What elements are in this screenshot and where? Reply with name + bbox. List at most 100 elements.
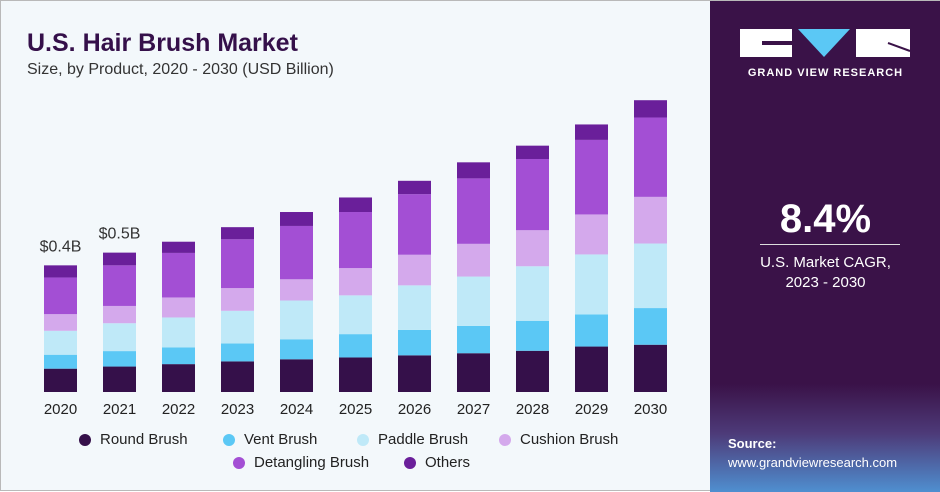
grand-view-research-logo — [740, 29, 910, 57]
bar-segment-others — [398, 180, 431, 195]
x-tick-label: 2024 — [280, 401, 313, 418]
bar-segment-paddle-brush — [516, 266, 549, 321]
bar-segment-round-brush — [575, 346, 608, 392]
data-label: $0.5B — [99, 226, 141, 243]
bar-segment-others — [575, 124, 608, 140]
bar-segment-detangling-brush — [516, 158, 549, 231]
bar-segment-detangling-brush — [575, 139, 608, 215]
bar-segment-detangling-brush — [398, 194, 431, 255]
bar-segment-paddle-brush — [44, 330, 77, 355]
bar-segment-others — [457, 162, 490, 179]
bar-segment-paddle-brush — [162, 317, 195, 348]
brand-name: GRAND VIEW RESEARCH — [747, 67, 904, 79]
bar-segment-paddle-brush — [634, 243, 667, 309]
bar-segment-round-brush — [103, 366, 136, 392]
bar-segment-paddle-brush — [103, 323, 136, 352]
bar-2030 — [634, 100, 667, 392]
legend-item: Round Brush — [79, 431, 188, 448]
bar-segment-detangling-brush — [280, 225, 313, 280]
bar-segment-detangling-brush — [457, 178, 490, 244]
bar-segment-vent-brush — [634, 308, 667, 345]
legend-label: Cushion Brush — [520, 431, 619, 448]
chart-title: U.S. Hair Brush Market — [27, 29, 298, 57]
bar-segment-cushion-brush — [339, 268, 372, 296]
bar-segment-others — [280, 212, 313, 226]
bar-segment-vent-brush — [398, 329, 431, 356]
bar-2027 — [457, 162, 490, 392]
bar-2023 — [221, 227, 254, 392]
x-tick-label: 2026 — [398, 401, 431, 418]
x-tick-label: 2028 — [516, 401, 549, 418]
bar-segment-detangling-brush — [44, 277, 77, 315]
chart-subtitle: Size, by Product, 2020 - 2030 (USD Billi… — [27, 61, 334, 78]
bar-2024 — [280, 212, 313, 392]
bar-segment-round-brush — [516, 350, 549, 392]
cagr-label-line1: U.S. Market CAGR, — [760, 254, 891, 271]
bar-segment-detangling-brush — [221, 239, 254, 289]
legend-marker — [233, 456, 245, 469]
bar-segment-paddle-brush — [457, 276, 490, 326]
bar-2026 — [398, 180, 431, 392]
bar-segment-cushion-brush — [398, 254, 431, 286]
brand-panel: GRAND VIEW RESEARCH 8.4% U.S. Market CAG… — [710, 1, 940, 492]
bar-segment-vent-brush — [575, 314, 608, 347]
bar-2022 — [162, 241, 195, 392]
bar-segment-round-brush — [634, 344, 667, 392]
bar-segment-round-brush — [339, 357, 372, 392]
bar-segment-paddle-brush — [398, 285, 431, 330]
legend-marker — [357, 433, 369, 446]
x-tick-label: 2022 — [162, 401, 195, 418]
bar-segment-cushion-brush — [221, 288, 254, 311]
legend-marker — [223, 433, 235, 446]
bar-segment-detangling-brush — [162, 252, 195, 298]
bar-segment-cushion-brush — [575, 214, 608, 255]
bar-segment-cushion-brush — [162, 297, 195, 318]
legend-label: Others — [425, 454, 471, 471]
bar-segment-paddle-brush — [280, 300, 313, 340]
bar-segment-cushion-brush — [44, 314, 77, 331]
cagr-label: U.S. Market CAGR, 2023 - 2030 — [710, 253, 940, 293]
divider — [760, 244, 900, 245]
bar-segment-others — [162, 241, 195, 253]
legend-marker — [404, 456, 416, 469]
bar-segment-detangling-brush — [103, 265, 136, 306]
stacked-bar-chart: 2020 $0.4B 2021 $0.5B 2022 2023 2024 2025 2026 20… — [40, 100, 667, 418]
x-tick-label: 2030 — [634, 401, 667, 418]
bar-2021 — [103, 252, 136, 392]
bar-segment-vent-brush — [221, 343, 254, 362]
bar-segment-cushion-brush — [457, 243, 490, 277]
bar-segment-vent-brush — [280, 339, 313, 360]
cagr-label-line2: 2023 - 2030 — [785, 274, 866, 291]
bar-segment-round-brush — [221, 361, 254, 392]
x-tick-label: 2027 — [457, 401, 490, 418]
legend-item: Paddle Brush — [357, 431, 468, 448]
legend-item: Detangling Brush — [233, 454, 369, 471]
legend-marker — [79, 433, 91, 446]
bar-segment-vent-brush — [162, 347, 195, 365]
legend-marker — [499, 433, 511, 446]
bar-segment-others — [221, 227, 254, 240]
data-label: $0.4B — [40, 238, 82, 255]
legend-item: Others — [404, 454, 470, 471]
legend-label: Detangling Brush — [254, 454, 370, 471]
bar-2020 — [44, 265, 77, 392]
bar-segment-paddle-brush — [221, 310, 254, 344]
source-url[interactable]: www.grandviewresearch.com — [728, 455, 898, 470]
legend-item: Vent Brush — [223, 431, 317, 448]
bar-segment-cushion-brush — [634, 196, 667, 244]
bar-segment-cushion-brush — [516, 230, 549, 267]
bar-segment-others — [516, 145, 549, 159]
bar-segment-paddle-brush — [339, 295, 372, 335]
bar-segment-vent-brush — [103, 351, 136, 367]
bar-segment-round-brush — [44, 368, 77, 392]
bar-segment-others — [634, 100, 667, 118]
bar-2029 — [575, 124, 608, 392]
bar-2025 — [339, 197, 372, 392]
bar-segment-vent-brush — [457, 325, 490, 354]
bar-segment-vent-brush — [516, 320, 549, 351]
bar-segment-round-brush — [457, 353, 490, 392]
legend-label: Vent Brush — [244, 431, 318, 448]
bar-2028 — [516, 145, 549, 392]
x-tick-label: 2021 — [103, 401, 136, 418]
